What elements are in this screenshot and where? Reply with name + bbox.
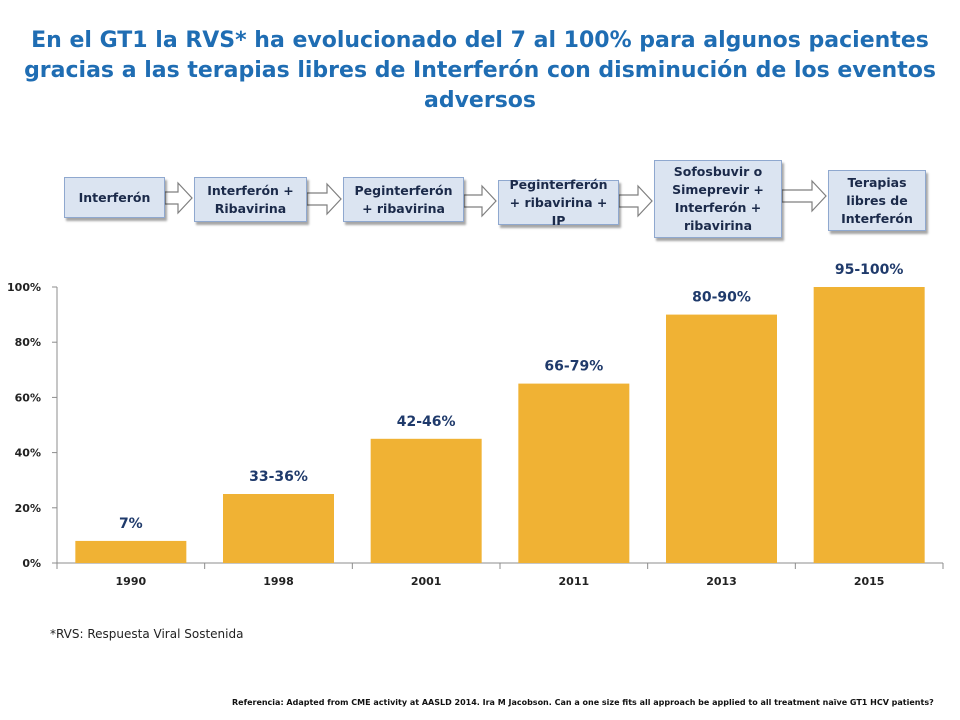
x-tick-label: 1998 (263, 575, 294, 588)
chart-bars (75, 287, 925, 563)
bar (666, 314, 777, 563)
flow-arrows (164, 179, 827, 218)
flow-step-label: Sofosbuvir o Simeprevir + Interferón + r… (672, 164, 764, 233)
flow-step-peginterferon-ip: Peginterferón + ribavirina + IP (498, 177, 619, 228)
y-tick-label: 60% (15, 391, 41, 404)
flow-arrow-icon (306, 182, 342, 216)
bar (813, 287, 925, 563)
y-tick-label: 40% (15, 447, 41, 460)
x-tick-label: 2011 (559, 575, 590, 588)
flow-step-interferon: Interferón (64, 177, 165, 218)
y-tick-label: 20% (15, 502, 41, 515)
flow-step-sofosbuvir: Sofosbuvir o Simeprevir + Interferón + r… (654, 160, 782, 238)
data-label: 95-100% (835, 262, 904, 278)
chart-data-labels: 7% 33-36% 42-46% 66-79% 80-90% 95-100% (119, 262, 903, 532)
data-label: 7% (119, 516, 143, 532)
flow-arrow-icon (781, 179, 827, 213)
y-tick-label: 100% (7, 281, 41, 294)
data-label: 33-36% (249, 469, 308, 485)
flow-step-label: Interferón + Ribavirina (207, 182, 294, 216)
data-label: 80-90% (692, 290, 751, 306)
bar (518, 383, 630, 563)
flow-step-libres-interferon: Terapias libres de Interferón (828, 170, 926, 231)
flow-step-label: Terapias libres de Interferón (841, 174, 913, 226)
data-label: 42-46% (397, 414, 456, 430)
flow-step-peginterferon-ribavirina: Peginterferón + ribavirina (343, 177, 464, 222)
bar (75, 540, 187, 563)
flow-step-label: Peginterferón + ribavirina (354, 182, 453, 216)
flow-step-label: Peginterferón + ribavirina + IP (509, 176, 608, 228)
flow-step-interferon-ribavirina: Interferón + Ribavirina (194, 177, 307, 222)
y-tick-label: 80% (15, 336, 41, 349)
bar-chart: 0% 20% 40% 60% 80% 100% 1990 1998 2001 2011 2013 20… (7, 262, 944, 588)
data-label: 66-79% (544, 359, 603, 375)
reference: Referencia: Adapted from CME activity at… (232, 698, 934, 707)
page-title: En el GT1 la RVS* ha evolucionado del 7 … (24, 28, 936, 113)
x-tick-label: 1990 (116, 575, 147, 588)
chart-axes: 0% 20% 40% 60% 80% 100% 1990 1998 2001 2011 2013 20… (7, 281, 944, 588)
flow-step-label: Interferón (78, 189, 151, 205)
flow-arrow-icon (463, 184, 497, 218)
bar (370, 438, 482, 563)
y-tick-label: 0% (22, 557, 41, 570)
x-tick-label: 2013 (706, 575, 737, 588)
flow-arrow-icon (618, 184, 653, 218)
footnote: *RVS: Respuesta Viral Sostenida (50, 627, 244, 641)
x-tick-label: 2001 (411, 575, 442, 588)
flow-arrow-icon (164, 181, 193, 215)
x-tick-label: 2015 (854, 575, 885, 588)
bar (223, 494, 334, 563)
